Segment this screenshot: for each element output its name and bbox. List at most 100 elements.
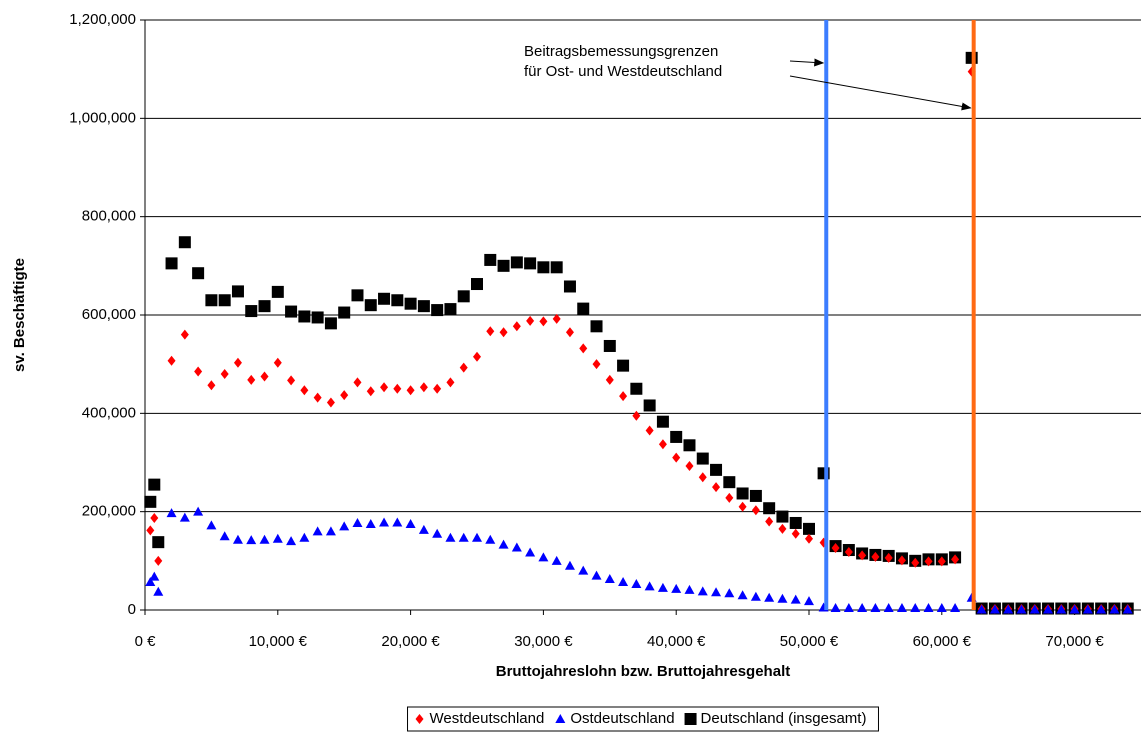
marker [750,591,761,601]
marker [789,516,802,529]
marker [831,543,840,554]
marker [989,604,1000,614]
marker [1096,604,1107,614]
series [145,506,1133,614]
marker [896,603,907,613]
marker [579,343,588,354]
marker [937,556,946,567]
y-tick-label: 1,200,000 [69,11,136,28]
marker [737,590,748,600]
marker [312,526,323,536]
marker [404,297,417,310]
marker [458,532,469,542]
marker [286,536,297,546]
marker [417,300,430,313]
marker [551,555,562,565]
marker [577,302,590,315]
y-tick-label: 0 [128,601,136,618]
marker [486,326,495,337]
marker [193,506,204,516]
marker [804,596,814,606]
marker [539,316,548,327]
marker [512,321,521,332]
marker [298,310,311,323]
marker [324,317,337,330]
marker [311,311,324,324]
marker [563,280,576,293]
marker [605,374,614,385]
marker [777,593,788,603]
marker [272,533,283,543]
marker [858,550,867,561]
marker [830,603,841,613]
marker [167,355,176,366]
marker [950,603,961,613]
marker [537,261,550,274]
marker [472,532,482,542]
marker [724,588,735,598]
marker [884,552,893,563]
marker [378,292,391,305]
marker [791,528,800,539]
marker [499,327,508,338]
marker [326,397,335,408]
legend-label: Westdeutschland [430,710,545,727]
marker [1056,604,1067,614]
marker [632,410,641,421]
marker [165,257,178,270]
marker [392,517,403,527]
marker [366,386,375,397]
y-tick-label: 200,000 [82,503,136,520]
x-tick-label: 10,000 € [249,633,308,650]
marker [555,714,566,723]
marker [565,327,574,338]
marker [364,299,377,312]
marker [696,452,709,465]
marker [684,584,695,594]
marker [406,385,415,396]
legend: Westdeutschland Ostdeutschland Deutschland… [407,706,879,732]
marker [339,521,350,531]
x-axis-title: Bruttojahreslohn bzw. Bruttojahresgehalt [496,663,790,680]
marker [497,259,510,272]
marker [951,554,960,565]
marker [564,560,575,570]
marker [525,547,536,557]
marker [1003,604,1014,614]
marker [511,542,522,552]
marker [803,522,815,535]
marker [445,532,456,542]
marker [656,415,669,428]
marker [736,487,749,500]
marker [671,583,682,593]
marker [843,603,854,613]
marker [205,294,218,307]
marker [415,714,424,724]
marker [644,581,655,591]
marker [206,520,217,530]
marker [457,290,470,303]
marker [738,501,747,512]
x-tick-label: 0 € [135,633,157,650]
marker [471,278,483,291]
marker [870,603,881,613]
marker [1043,604,1054,614]
marker [150,513,159,524]
marker [393,383,402,394]
marker [617,359,630,372]
marker [1029,604,1040,614]
marker [712,482,721,493]
marker [871,551,880,562]
marker [631,578,642,588]
marker [258,300,271,313]
marker [353,377,362,388]
marker [857,603,868,613]
y-tick-label: 600,000 [82,306,136,323]
marker [911,557,920,568]
marker [683,439,696,452]
x-tick-label: 60,000 € [913,633,972,650]
marker [247,374,256,385]
marker [645,425,654,436]
marker [338,306,351,319]
marker [192,267,205,280]
